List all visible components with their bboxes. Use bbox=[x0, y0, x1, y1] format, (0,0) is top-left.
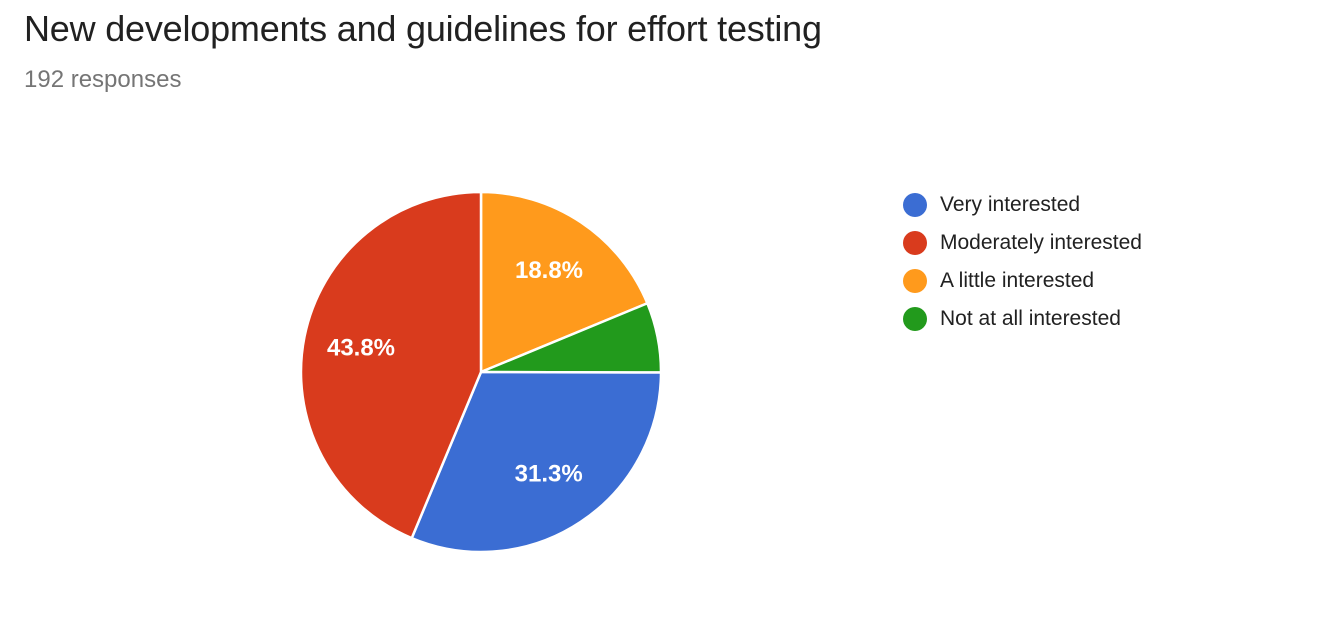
legend-label: A little interested bbox=[940, 268, 1095, 292]
legend-item-moderately-interested: Moderately interested bbox=[903, 230, 1142, 255]
slice-percent-label: 18.8% bbox=[515, 257, 583, 284]
legend-color-swatch bbox=[903, 230, 927, 255]
pie-slice-very-interested[interactable] bbox=[410, 370, 663, 554]
legend-color-swatch bbox=[903, 192, 927, 217]
pie-slice-moderately-interested[interactable] bbox=[299, 190, 483, 540]
legend-color-swatch bbox=[903, 306, 927, 331]
response-count: 192 responses bbox=[24, 66, 182, 93]
pie-chart[interactable]: 18.8% 31.3% 43.8% bbox=[291, 182, 671, 562]
legend-item-a-little-interested: A little interested bbox=[903, 268, 1142, 293]
slice-percent-label: 43.8% bbox=[327, 335, 395, 362]
chart-title: New developments and guidelines for effo… bbox=[24, 8, 822, 49]
legend-label: Very interested bbox=[940, 192, 1081, 216]
legend-label: Moderately interested bbox=[940, 230, 1142, 254]
legend-item-very-interested: Very interested bbox=[903, 192, 1142, 217]
legend-color-swatch bbox=[903, 268, 927, 293]
chart-legend: Very interested Moderately interested A li… bbox=[903, 192, 1142, 344]
pie-slice-a-little-interested[interactable] bbox=[479, 190, 649, 374]
legend-item-not-at-all-interested: Not at all interested bbox=[903, 306, 1142, 331]
legend-label: Not at all interested bbox=[940, 306, 1121, 330]
slice-percent-label: 31.3% bbox=[515, 461, 583, 488]
